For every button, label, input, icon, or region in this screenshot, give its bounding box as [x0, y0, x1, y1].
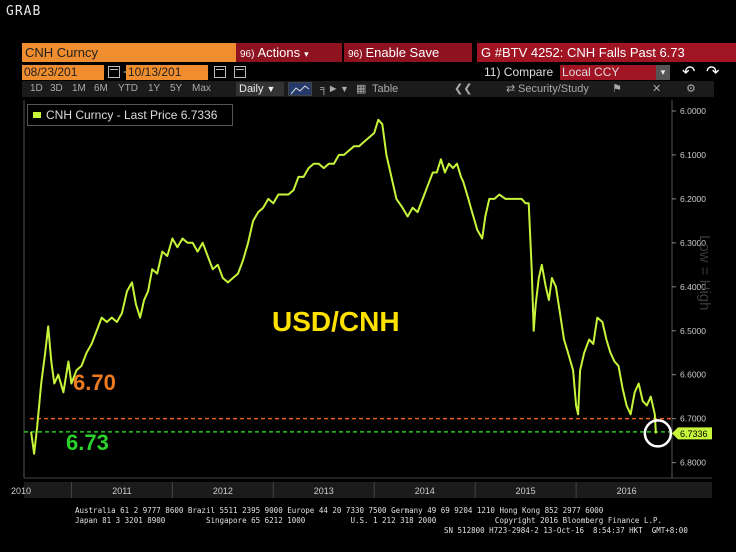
x-tick-label: 2016 [617, 486, 637, 496]
y-tick-label: 6.5000 [680, 326, 706, 336]
actions-number: 96) [240, 49, 255, 60]
ticker-field[interactable]: CNH Curncy [22, 43, 236, 62]
news-headline[interactable]: G #BTV 4252: CNH Falls Past 6.73 [477, 43, 736, 62]
period-toolbar: 1D 3D 1M 6M YTD 1Y 5Y Max Daily ▼ ╕► ▼ ▦… [22, 81, 714, 97]
header-toolbar: CNH Curncy 96) Actions ▾ 96) Enable Save G … [22, 43, 736, 63]
chart-grid-icon[interactable] [234, 66, 246, 78]
app-label: GRAB [6, 4, 42, 19]
x-axis: 2010 2011 2012 2013 2014 2015 2016 [11, 100, 712, 498]
footer-line-1: Australia 61 2 9777 8600 Brazil 5511 239… [75, 506, 604, 515]
crosshair-icon[interactable]: ✕ [652, 83, 662, 95]
enable-save-button[interactable]: 96) Enable Save [344, 43, 472, 62]
y-tick-label: 6.3000 [680, 238, 706, 248]
date-toolbar: 08/23/201 - 10/13/201 11) Compare Local … [22, 64, 719, 81]
line-chart-glyph [290, 85, 310, 95]
start-date-field[interactable]: 08/23/201 [22, 65, 104, 80]
period-max[interactable]: Max [192, 83, 211, 94]
period-3d[interactable]: 3D [50, 83, 63, 94]
currency-select[interactable]: Local CCY [560, 65, 656, 80]
y-tick-label: 6.0000 [680, 106, 706, 116]
x-tick-label: 2010 [11, 486, 31, 496]
line-chart-icon[interactable] [288, 82, 312, 96]
chevron-down-icon[interactable]: ▼ [340, 84, 349, 94]
calendar-icon[interactable] [214, 66, 226, 78]
x-tick-label: 2011 [112, 486, 131, 496]
level-label-673: 6.73 [66, 430, 109, 455]
chevron-down-icon: ▾ [304, 49, 309, 59]
redo-icon[interactable]: ↷ [706, 64, 720, 81]
price-series-line [30, 118, 657, 455]
actions-label: Actions [257, 45, 301, 60]
cursor-icon[interactable]: ⇄ [506, 83, 516, 95]
y-axis: 6.0000 6.1000 6.2000 6.3000 6.4000 6.5000 6.60… [671, 100, 706, 478]
legend-swatch [33, 112, 41, 118]
price-tag-box [672, 427, 712, 440]
enable-save-label: Enable Save [365, 45, 440, 60]
date-separator: - [123, 64, 127, 78]
collapse-icon[interactable]: ❮❮ [454, 83, 473, 95]
last-price-marker [643, 419, 673, 448]
actions-button[interactable]: 96) Actions ▾ [236, 43, 342, 62]
frequency-label: Daily [239, 83, 264, 95]
flag-icon[interactable]: ⚑ [612, 83, 622, 95]
enable-save-number: 96) [348, 49, 363, 60]
y-tick-label: 6.2000 [680, 194, 706, 204]
bar-chart-icon[interactable]: ╕► [320, 83, 339, 95]
undo-icon[interactable]: ↶ [682, 64, 696, 81]
price-tag-label: 6.7336 [680, 429, 708, 439]
x-tick-label: 2013 [314, 486, 334, 496]
security-study-button[interactable]: Security/Study [518, 83, 589, 95]
compare-button[interactable]: 11) Compare [484, 65, 554, 79]
x-axis-band [24, 482, 712, 498]
period-6m[interactable]: 6M [94, 83, 108, 94]
gear-icon[interactable]: ⚙ [686, 83, 696, 95]
period-ytd[interactable]: YTD [118, 83, 138, 94]
calendar-icon[interactable] [108, 66, 120, 78]
period-1d[interactable]: 1D [30, 83, 43, 94]
frequency-select[interactable]: Daily ▼ [236, 82, 284, 96]
y-tick-label: 6.8000 [680, 458, 706, 468]
legend-label: CNH Curncy - Last Price 6.7336 [46, 108, 218, 122]
chart-legend: CNH Curncy - Last Price 6.7336 [27, 104, 233, 126]
period-5y[interactable]: 5Y [170, 83, 183, 94]
end-date-field[interactable]: 10/13/201 [126, 65, 208, 80]
footer-line-2: Japan 81 3 3201 8900 Singapore 65 6212 1… [75, 516, 662, 525]
y-tick-label: 6.1000 [680, 150, 706, 160]
table-icon[interactable]: ▦ [356, 83, 367, 95]
last-price-tag: 6.7336 [672, 427, 712, 440]
chevron-down-icon[interactable]: ▾ [656, 65, 670, 80]
y-tick-label: 6.6000 [680, 370, 706, 380]
x-tick-label: 2015 [516, 486, 536, 496]
x-tick-label: 2014 [415, 486, 435, 496]
x-tick-label: 2012 [213, 486, 233, 496]
period-1y[interactable]: 1Y [148, 83, 161, 94]
chevron-down-icon: ▼ [266, 84, 276, 94]
period-1m[interactable]: 1M [72, 83, 86, 94]
footer-line-3: SN 512800 H723-2984-2 13-Oct-16 8:54:37 … [444, 526, 688, 535]
table-button[interactable]: Table [372, 83, 399, 95]
y-tick-label: 6.4000 [680, 282, 706, 292]
y-tick-label: 6.7000 [680, 414, 706, 424]
level-label-670: 6.70 [73, 370, 116, 395]
chart-title: USD/CNH [272, 306, 400, 337]
side-axis-label: Low = High [696, 235, 713, 310]
